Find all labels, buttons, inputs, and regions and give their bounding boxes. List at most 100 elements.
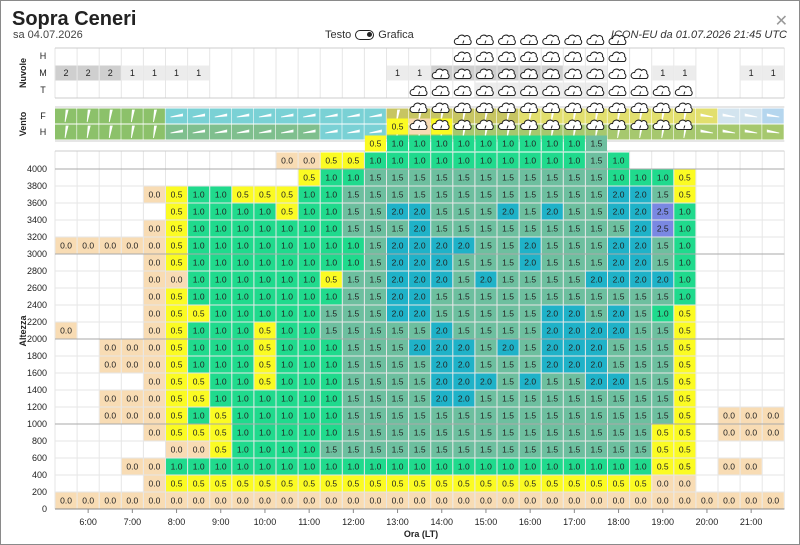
close-icon[interactable]: ✕ <box>774 13 788 30</box>
heatmap-value: 1.5 <box>546 411 558 421</box>
heatmap-cell <box>342 186 364 203</box>
heatmap-value: 2.0 <box>392 292 404 302</box>
heatmap-cell <box>431 288 453 305</box>
cloud-value: 1 <box>749 68 754 78</box>
heatmap-value: 1.0 <box>436 462 448 472</box>
cloud-value: 1 <box>174 68 179 78</box>
heatmap-value: 0.0 <box>126 411 138 421</box>
heatmap-value: 1.0 <box>215 292 227 302</box>
heatmap-cell <box>188 271 210 288</box>
y-tick-label: 2600 <box>27 283 47 293</box>
x-tick-label: 11:00 <box>298 517 320 527</box>
shower-cloud-icon <box>453 51 472 62</box>
heatmap-value: 0.0 <box>303 156 315 166</box>
heatmap-cell <box>475 271 497 288</box>
wind-arrow-icon <box>236 129 250 134</box>
rain-streak <box>440 74 443 78</box>
heatmap-value: 1.5 <box>657 377 669 387</box>
heatmap-value: 1.5 <box>370 292 382 302</box>
heatmap-value: 0.0 <box>745 428 757 438</box>
heatmap-value: 0.5 <box>171 224 183 234</box>
heatmap-value: 1.0 <box>215 326 227 336</box>
shower-cloud-icon <box>586 102 605 113</box>
cloud-shape <box>520 102 538 113</box>
heatmap-value: 0.0 <box>60 241 72 251</box>
heatmap-cell <box>276 271 298 288</box>
heatmap-value: 1.0 <box>259 224 271 234</box>
heatmap-cell <box>166 407 188 424</box>
heatmap-value: 0.5 <box>392 122 404 132</box>
heatmap-cell <box>342 339 364 356</box>
heatmap-value: 1.5 <box>458 292 470 302</box>
heatmap-value: 0.5 <box>171 258 183 268</box>
cloud-level-label: M <box>39 68 47 78</box>
y-tick-label: 3800 <box>27 181 47 191</box>
heatmap-value: 1.0 <box>613 462 625 472</box>
heatmap-cell <box>364 288 386 305</box>
heatmap-value: 2.0 <box>613 377 625 387</box>
rain-streak <box>506 108 509 112</box>
heatmap-cell <box>497 288 519 305</box>
cloud-value: 2 <box>86 68 91 78</box>
heatmap-cell <box>342 271 364 288</box>
heatmap-cell <box>541 373 563 390</box>
heatmap-value: 1.5 <box>502 292 514 302</box>
heatmap-value: 1.5 <box>480 309 492 319</box>
heatmap-cell <box>364 135 386 152</box>
heatmap-cell <box>210 390 232 407</box>
heatmap-value: 0.0 <box>149 462 161 472</box>
heatmap-value: 1.0 <box>502 156 514 166</box>
heatmap-cell <box>210 203 232 220</box>
heatmap-cell <box>320 492 342 509</box>
toggle-switch[interactable] <box>355 30 375 40</box>
heatmap-cell <box>541 186 563 203</box>
view-toggle[interactable]: Testo Grafica <box>325 29 414 41</box>
heatmap-cell <box>342 322 364 339</box>
heatmap-cell <box>276 356 298 373</box>
heatmap-cell <box>364 407 386 424</box>
heatmap-cell <box>519 203 541 220</box>
heatmap-cell <box>674 186 696 203</box>
heatmap-value: 2.0 <box>436 360 448 370</box>
heatmap-value: 1.0 <box>281 360 293 370</box>
heatmap-cell <box>608 475 630 492</box>
heatmap-value: 0.0 <box>370 496 382 506</box>
heatmap-value: 1.5 <box>480 207 492 217</box>
heatmap-value: 1.5 <box>568 207 580 217</box>
heatmap-cell <box>342 475 364 492</box>
heatmap-value: 2.0 <box>568 309 580 319</box>
heatmap-cell <box>166 271 188 288</box>
cloud-shape <box>652 119 671 130</box>
heatmap-cell <box>342 203 364 220</box>
heatmap-value: 0.0 <box>502 496 514 506</box>
heatmap-value: 2.0 <box>436 394 448 404</box>
heatmap-value: 2.0 <box>524 377 536 387</box>
heatmap-cell <box>276 407 298 424</box>
heatmap-cell <box>188 339 210 356</box>
shower-cloud-icon <box>542 102 561 113</box>
rain-streak <box>528 125 531 129</box>
cloud-shape <box>608 102 627 113</box>
heatmap-cell <box>232 339 254 356</box>
heatmap-cell <box>188 254 210 271</box>
heatmap-value: 2.0 <box>568 326 580 336</box>
heatmap-value: 0.5 <box>480 479 492 489</box>
heatmap-cell <box>298 203 320 220</box>
rain-streak <box>572 57 575 61</box>
heatmap-value: 1.0 <box>325 343 337 353</box>
rain-streak <box>550 108 553 112</box>
heatmap-cell <box>143 475 165 492</box>
cloud-shape <box>453 102 472 113</box>
heatmap-cell <box>431 186 453 203</box>
heatmap-value: 1.5 <box>480 173 492 183</box>
heatmap-value: 1.0 <box>215 360 227 370</box>
heatmap-value: 1.5 <box>370 428 382 438</box>
heatmap-cell <box>210 339 232 356</box>
heatmap-cell <box>453 322 475 339</box>
heatmap-value: 0.0 <box>104 241 116 251</box>
heatmap-value: 0.0 <box>149 360 161 370</box>
wind-panel-label: Vento <box>18 111 28 136</box>
shower-cloud-icon <box>498 51 516 62</box>
heatmap-cell <box>188 390 210 407</box>
heatmap-cell <box>276 390 298 407</box>
